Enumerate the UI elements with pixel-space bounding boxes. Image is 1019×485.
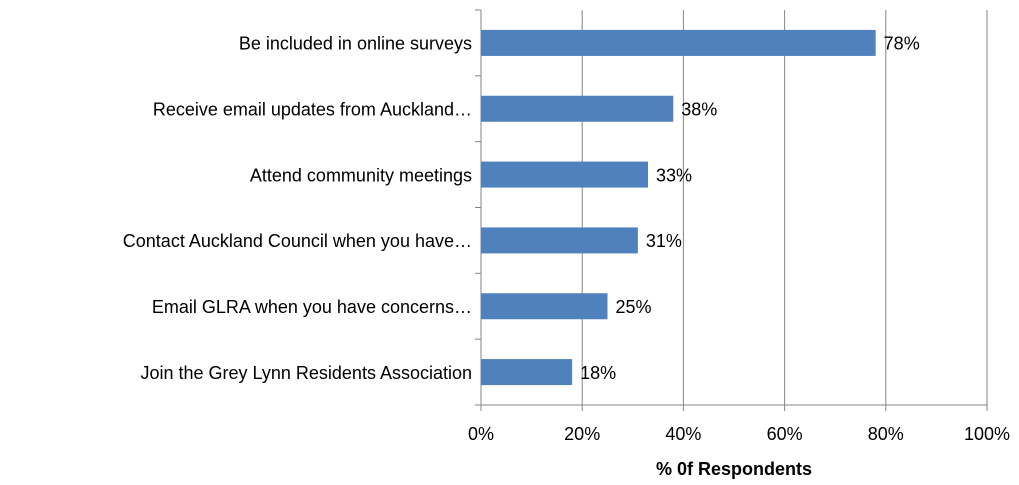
- bar: [481, 293, 608, 320]
- value-label: 18%: [580, 363, 616, 383]
- x-tick-label: 60%: [767, 424, 803, 444]
- x-tick-label: 20%: [564, 424, 600, 444]
- value-label: 25%: [616, 297, 652, 317]
- y-tick-label: Contact Auckland Council when you have…: [123, 231, 472, 251]
- bar: [481, 227, 638, 254]
- value-label: 33%: [656, 165, 692, 185]
- bar: [481, 95, 674, 122]
- x-tick-label: 0%: [468, 424, 494, 444]
- y-tick-label: Be included in online surveys: [239, 34, 472, 54]
- y-tick-label: Receive email updates from Auckland…: [153, 100, 472, 120]
- bar: [481, 29, 876, 56]
- x-axis-title: % 0f Respondents: [656, 459, 812, 479]
- y-tick-label: Attend community meetings: [250, 165, 472, 185]
- value-label: 31%: [646, 231, 682, 251]
- x-tick-label: 40%: [665, 424, 701, 444]
- bar: [481, 161, 648, 188]
- y-tick-label: Email GLRA when you have concerns…: [152, 297, 472, 317]
- value-label: 38%: [681, 100, 717, 120]
- x-tick-label: 100%: [964, 424, 1010, 444]
- bar: [481, 359, 573, 386]
- y-tick-label: Join the Grey Lynn Residents Association: [140, 363, 472, 383]
- x-tick-label: 80%: [868, 424, 904, 444]
- value-label: 78%: [884, 34, 920, 54]
